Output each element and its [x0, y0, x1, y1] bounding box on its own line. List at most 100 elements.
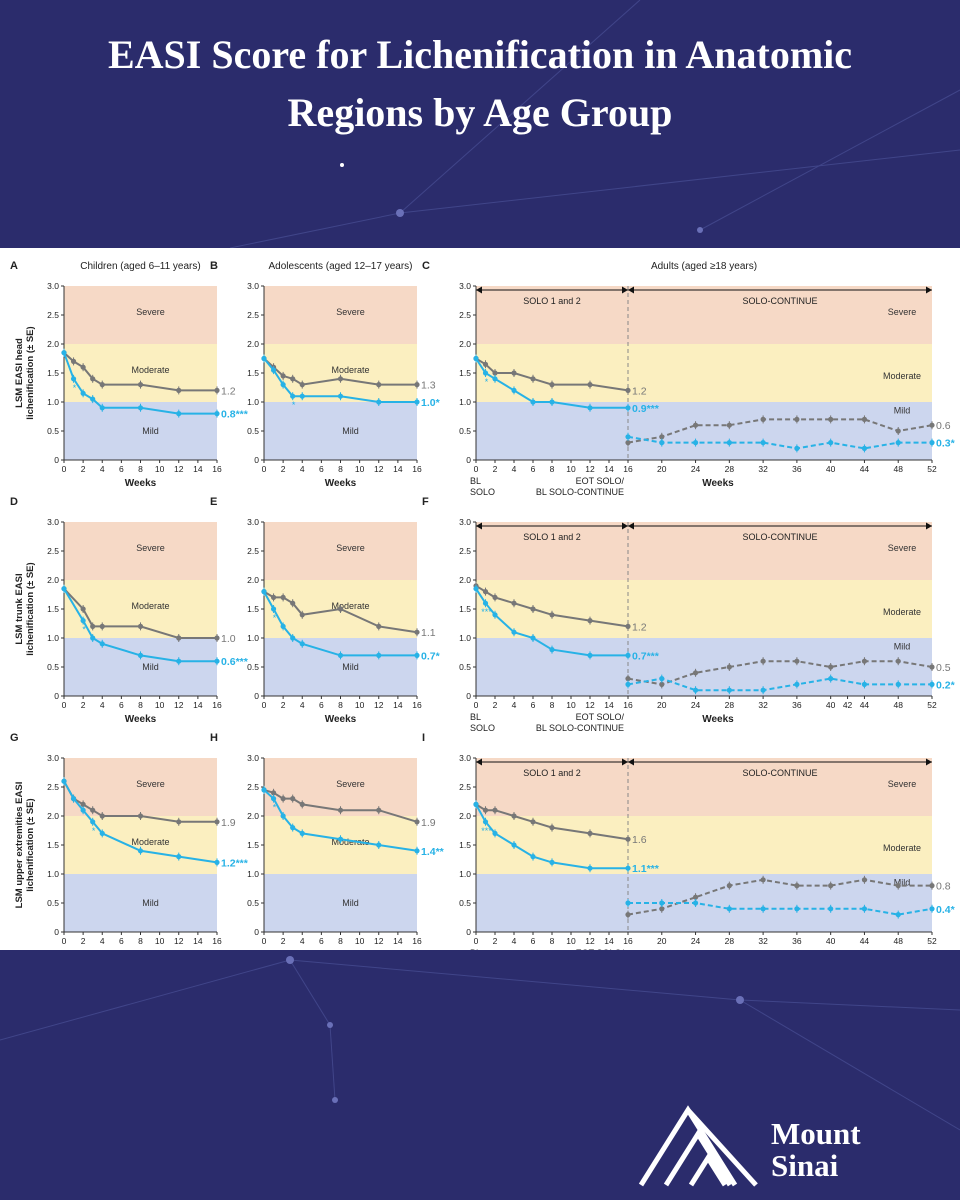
x-tick-label: 8: [138, 464, 143, 474]
x-tick-label: 10: [155, 936, 165, 946]
x-tick-label: 20: [657, 936, 667, 946]
series-line-treated-continue: [627, 435, 932, 450]
band-label-severe: Severe: [888, 543, 917, 553]
series-line-treated-continue: [627, 677, 932, 692]
data-point: [929, 422, 935, 428]
data-point: [625, 440, 631, 446]
data-point: [290, 825, 296, 831]
y-tick-label: 0: [54, 927, 59, 937]
panel-letter: C: [422, 260, 430, 272]
x-axis-label: Weeks: [702, 478, 734, 489]
y-tick-label: 0: [254, 927, 259, 937]
data-point: [659, 900, 665, 906]
x-tick-label: 8: [338, 700, 343, 710]
data-point: [80, 807, 86, 813]
significance-mark: *: [292, 400, 296, 410]
data-point: [299, 393, 305, 399]
x-annotation-bl-continue: BL SOLO-CONTINUE: [536, 723, 624, 733]
data-point: [290, 635, 296, 641]
band-moderate: [264, 816, 417, 874]
x-tick-label: 20: [657, 464, 667, 474]
x-tick-label: 48: [893, 936, 903, 946]
panel-letter: A: [10, 260, 18, 272]
band-label-mild: Mild: [142, 898, 159, 908]
data-point: [214, 859, 220, 866]
band-label-mild: Mild: [342, 898, 359, 908]
panel-letter: E: [210, 496, 217, 508]
data-point: [137, 848, 144, 854]
x-tick-label: 6: [531, 464, 536, 474]
y-tick-label: 0.5: [247, 898, 259, 908]
x-tick-label: 52: [927, 464, 937, 474]
data-point: [214, 819, 220, 825]
x-tick-label: 12: [174, 464, 184, 474]
chart-panel-d: Severe Moderate Mild 0 0.5 1.0 1.5 2.0 2.5 3.0 0 2 4…: [10, 496, 249, 725]
x-tick-label: 28: [725, 700, 735, 710]
data-point: [861, 681, 868, 687]
data-point: [376, 399, 382, 405]
y-tick-label: 0: [466, 927, 471, 937]
x-tick-label: 12: [374, 464, 384, 474]
data-point: [290, 376, 296, 382]
x-tick-label: 0: [474, 464, 479, 474]
data-point: [337, 606, 344, 612]
data-point: [530, 819, 536, 825]
x-tick-label: 2: [281, 936, 286, 946]
y-tick-label: 0.5: [459, 898, 471, 908]
y-tick-label: 1.5: [459, 604, 471, 614]
phase-arrow-head: [926, 522, 932, 530]
y-tick-label: 2.5: [247, 546, 259, 556]
x-tick-label: 14: [193, 464, 203, 474]
data-point: [659, 681, 665, 687]
y-tick-label: 1.5: [459, 840, 471, 850]
data-point: [929, 664, 935, 670]
data-point: [794, 445, 800, 451]
x-tick-label: 32: [758, 464, 768, 474]
y-tick-label: 3.0: [47, 281, 59, 291]
data-point: [299, 830, 305, 837]
y-tick-label: 3.0: [47, 517, 59, 527]
data-point: [376, 382, 382, 388]
data-point: [760, 906, 766, 912]
x-tick-label: 10: [566, 936, 576, 946]
x-tick-label: 44: [860, 936, 870, 946]
x-tick-label: 8: [138, 700, 143, 710]
band-mild: [476, 638, 932, 696]
data-point: [549, 825, 555, 831]
x-tick-label: 16: [212, 464, 222, 474]
end-value-label: 1.6: [632, 834, 647, 846]
band-label-severe: Severe: [336, 779, 365, 789]
data-point: [337, 376, 344, 382]
panel-letter: B: [210, 260, 218, 272]
x-tick-label: 16: [412, 464, 422, 474]
band-label-mild: Mild: [894, 406, 911, 416]
end-value-label: 1.9: [221, 817, 236, 829]
x-tick-label: 42: [843, 700, 853, 710]
data-point: [137, 382, 144, 388]
data-point: [726, 906, 732, 912]
end-value-label: 0.6: [936, 420, 951, 432]
y-tick-label: 0: [54, 455, 59, 465]
data-point: [80, 390, 86, 396]
mount-sinai-logo: Mount Sinai: [636, 1100, 896, 1190]
end-value-label: 1.4**: [421, 846, 445, 858]
data-point: [290, 393, 296, 399]
data-point: [137, 652, 144, 658]
y-tick-label: 2.0: [47, 339, 59, 349]
data-point: [929, 681, 935, 687]
data-point: [625, 434, 631, 440]
data-point: [176, 411, 182, 417]
data-point: [895, 883, 901, 889]
data-point: [794, 416, 800, 422]
y-tick-label: 0.5: [459, 426, 471, 436]
data-point: [492, 807, 498, 813]
x-tick-label: 14: [604, 936, 614, 946]
data-point: [726, 883, 732, 889]
x-tick-label: 10: [155, 464, 165, 474]
phase-label-continue: SOLO-CONTINUE: [742, 768, 817, 778]
data-point: [376, 652, 382, 658]
x-tick-label: 24: [691, 464, 701, 474]
x-tick-label: 24: [691, 936, 701, 946]
phase-arrow-head: [628, 522, 634, 530]
panel-subtitle: Adults (aged ≥18 years): [651, 261, 757, 272]
